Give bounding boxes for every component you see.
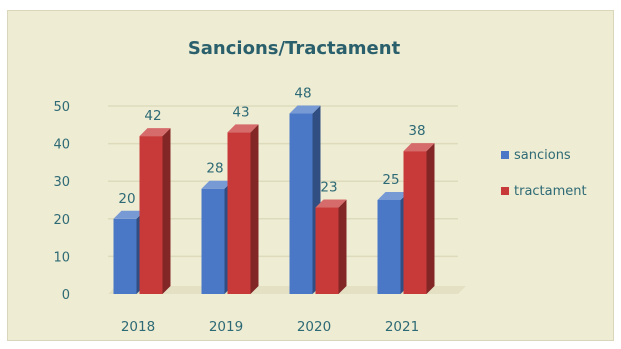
bar-front-face — [403, 151, 427, 294]
bar-top-face — [289, 105, 321, 114]
bar-top-face — [227, 124, 259, 133]
data-label: 20 — [118, 191, 135, 207]
data-labels: 20 42 28 43 48 23 25 38 — [118, 86, 425, 207]
bar-side-face — [162, 128, 171, 294]
chart-panel: Sancions/Tractament 0 10 20 30 40 50 20 42 28 43… — [7, 10, 614, 341]
bar-front-face — [139, 136, 163, 294]
bar-front-face — [201, 188, 225, 294]
bar-front-face — [289, 113, 313, 295]
bars — [113, 105, 435, 295]
legend-label: tractament — [514, 184, 587, 199]
legend: sancions tractament — [501, 148, 587, 199]
bar-chart: Sancions/Tractament 0 10 20 30 40 50 20 42 28 43… — [53, 38, 587, 335]
y-axis-ticks: 0 10 20 30 40 50 — [53, 100, 70, 303]
bar-top-face — [201, 180, 233, 189]
y-tick-label: 0 — [62, 288, 70, 303]
x-axis-categories: 2018 2019 2020 2021 — [121, 319, 419, 335]
bar-tractament-2020 — [315, 199, 347, 294]
bar-tractament-2021 — [403, 143, 435, 294]
x-category-label: 2019 — [209, 319, 243, 335]
bar-tractament-2019 — [227, 124, 259, 294]
y-tick-label: 20 — [53, 213, 70, 228]
y-tick-label: 40 — [53, 138, 70, 153]
legend-item-sancions: sancions — [501, 148, 571, 163]
bar-front-face — [377, 200, 401, 294]
x-category-label: 2020 — [297, 319, 331, 335]
chart-floor — [108, 286, 466, 294]
chart-title: Sancions/Tractament — [188, 38, 401, 59]
bar-side-face — [426, 143, 435, 294]
bar-front-face — [113, 218, 137, 294]
legend-item-tractament: tractament — [501, 184, 587, 199]
data-label: 23 — [320, 180, 337, 196]
bar-tractament-2018 — [139, 128, 171, 294]
bar-front-face — [315, 207, 339, 294]
data-label: 43 — [232, 104, 249, 120]
bar-side-face — [338, 199, 347, 294]
bar-top-face — [315, 199, 347, 208]
data-label: 48 — [294, 86, 311, 102]
data-label: 28 — [206, 161, 223, 177]
x-category-label: 2021 — [385, 319, 419, 335]
bar-top-face — [377, 192, 409, 200]
y-tick-label: 50 — [53, 100, 70, 115]
data-label: 38 — [408, 123, 425, 139]
y-tick-label: 10 — [53, 250, 70, 265]
data-label: 42 — [144, 108, 161, 124]
data-label: 25 — [382, 172, 399, 188]
bar-side-face — [250, 124, 259, 294]
y-tick-label: 30 — [53, 175, 70, 190]
bar-top-face — [139, 128, 171, 137]
legend-swatch — [501, 187, 509, 195]
x-category-label: 2018 — [121, 319, 155, 335]
legend-swatch — [501, 151, 509, 159]
bar-top-face — [113, 210, 145, 219]
bar-top-face — [403, 143, 435, 152]
legend-label: sancions — [514, 148, 571, 163]
bar-front-face — [227, 132, 251, 294]
